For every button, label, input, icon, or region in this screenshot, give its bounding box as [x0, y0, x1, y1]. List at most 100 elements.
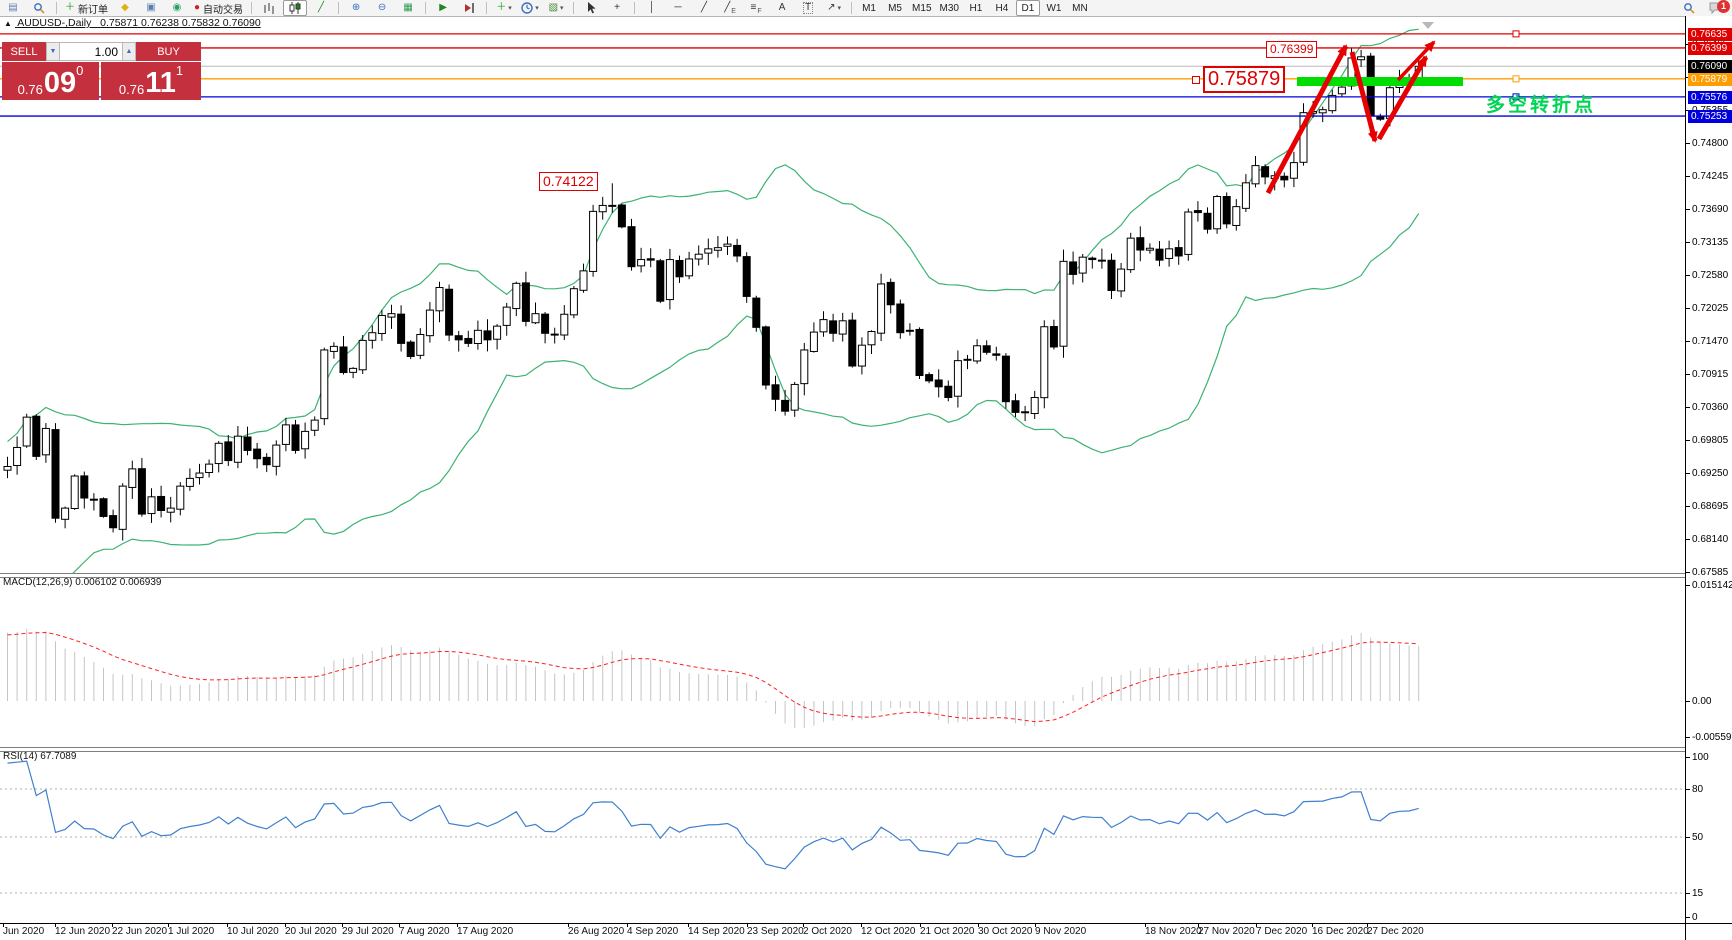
date-tick-mark: [978, 923, 979, 927]
hline-handle[interactable]: [1192, 76, 1200, 84]
date-axis-line: [0, 923, 1732, 924]
vertical-line-icon[interactable]: │: [648, 2, 656, 13]
date-tick-mark: [568, 923, 569, 927]
macd-pane[interactable]: [0, 576, 1685, 747]
profile-zoom-icon[interactable]: [27, 0, 51, 16]
price-tick-label: 0.72580: [1692, 270, 1729, 281]
fibonacci-icon[interactable]: ≡ F: [750, 2, 762, 16]
price-tick-label: 0.74245: [1692, 171, 1729, 182]
timeframe-w1[interactable]: W1: [1046, 2, 1062, 14]
hline-handle[interactable]: [1512, 30, 1520, 38]
price-line-badge: 0.75253: [1688, 110, 1732, 123]
chinese-note-text[interactable]: 多空转折点: [1486, 95, 1597, 116]
buy-price-display[interactable]: 0.76 11 1: [101, 62, 201, 100]
autotrading-button[interactable]: ● 自动交易: [194, 2, 244, 16]
rsi-tick-label: 0: [1692, 912, 1698, 923]
volume-input[interactable]: [60, 42, 122, 61]
chart-title: ▲ AUDUSD-,Daily 0.75871 0.76238 0.75832 …: [4, 17, 261, 29]
pane-splitter[interactable]: [0, 747, 1732, 752]
trendline-icon[interactable]: ╱: [701, 2, 708, 13]
new-order-button[interactable]: ＋新订单: [65, 2, 108, 16]
zoom-in-icon[interactable]: ⊕: [351, 2, 361, 13]
indicators-add-icon[interactable]: ＋ ▾: [496, 2, 512, 13]
price-tick-label: 0.70915: [1692, 369, 1729, 380]
timeframe-m15[interactable]: M15: [912, 2, 932, 14]
hline-handle[interactable]: [1512, 93, 1520, 101]
tile-windows-icon[interactable]: ▦: [403, 2, 413, 13]
rsi-pane[interactable]: [0, 750, 1685, 923]
volume-increase-button[interactable]: ▲: [122, 42, 136, 61]
timeframe-m30[interactable]: M30: [939, 2, 959, 14]
trend-arrow[interactable]: [1265, 44, 1349, 195]
community-notification-icon[interactable]: 1: [1703, 0, 1730, 16]
date-tick-label: 7 Aug 2020: [399, 926, 450, 937]
crosshair-icon[interactable]: +: [614, 2, 620, 13]
price-annotation-74122[interactable]: 0.74122: [539, 172, 598, 191]
trend-arrow[interactable]: [1349, 51, 1378, 143]
timeframe-m1[interactable]: M1: [862, 2, 876, 14]
hline-handle[interactable]: [1512, 75, 1520, 83]
axis-tick-mark: [1686, 572, 1690, 573]
timeframe-mn[interactable]: MN: [1072, 2, 1088, 14]
price-line-badge: 0.75576: [1688, 91, 1732, 104]
timeframe-h4[interactable]: H4: [995, 2, 1009, 14]
text-label-icon[interactable]: T: [802, 2, 814, 14]
volume-decrease-button[interactable]: ▼: [46, 42, 60, 61]
macd-tick-label: -0.005595: [1692, 732, 1732, 743]
timeframe-h1[interactable]: H1: [969, 2, 983, 14]
arrows-tool-icon[interactable]: ↗ ▾: [827, 2, 841, 13]
main-price-pane[interactable]: [0, 16, 1685, 573]
axis-tick-mark: [1686, 341, 1690, 342]
price-annotation-76399[interactable]: 0.76399: [1266, 41, 1318, 58]
chart-shift-icon[interactable]: [457, 0, 481, 16]
line-chart-icon[interactable]: ╱: [318, 2, 325, 13]
axis-tick-mark: [1686, 407, 1690, 408]
chart-window-icon[interactable]: ▤: [8, 2, 18, 13]
pane-splitter[interactable]: [0, 573, 1732, 578]
templates-icon[interactable]: ▧ ▾: [548, 2, 564, 13]
sell-price-sup: 0: [76, 63, 84, 78]
date-tick-mark: [803, 923, 804, 927]
terminal-icon[interactable]: ▣: [146, 2, 156, 13]
price-axis[interactable]: 0.764650.759100.753550.748000.742450.736…: [1685, 16, 1732, 940]
candlestick-chart-icon[interactable]: [283, 0, 308, 16]
symbol-period-label: AUDUSD-,Daily: [17, 17, 92, 29]
auto-scroll-icon[interactable]: ▶: [439, 2, 447, 13]
sell-price-small: 0.76: [17, 82, 43, 97]
trend-arrow[interactable]: [1376, 55, 1429, 141]
rsi-tick-label: 15: [1692, 888, 1704, 899]
periods-icon[interactable]: ▾: [518, 0, 542, 16]
timeframe-m5[interactable]: M5: [888, 2, 902, 14]
date-tick-mark: [1145, 923, 1146, 927]
sell-price-display[interactable]: 0.76 09 0: [2, 62, 99, 100]
sell-button[interactable]: SELL: [2, 42, 46, 61]
date-tick-mark: [1367, 923, 1368, 927]
timeframe-d1[interactable]: D1: [1015, 0, 1040, 16]
date-tick-label: 29 Jul 2020: [342, 926, 394, 937]
date-tick-label: 21 Oct 2020: [920, 926, 975, 937]
metaeditor-icon[interactable]: ◆: [121, 2, 129, 13]
text-icon[interactable]: A: [778, 2, 786, 13]
axis-tick-mark: [1686, 242, 1690, 243]
horizontal-line-icon[interactable]: ─: [674, 2, 682, 13]
zoom-out-icon[interactable]: ⊖: [377, 2, 387, 13]
buy-button[interactable]: BUY: [136, 42, 201, 61]
sell-price-big: 09: [43, 67, 77, 99]
price-annotation-75879[interactable]: 0.75879: [1203, 66, 1286, 93]
axis-tick-mark: [1686, 837, 1690, 838]
axis-tick-mark: [1686, 374, 1690, 375]
axis-tick-mark: [1686, 539, 1690, 540]
collapse-panel-icon[interactable]: ▲: [4, 19, 12, 28]
bollinger-lower-band: [72, 213, 1420, 573]
cursor-icon[interactable]: [579, 0, 603, 16]
bar-chart-icon[interactable]: [257, 0, 281, 16]
date-tick-label: 17 Aug 2020: [457, 926, 514, 937]
rsi-tick-label: 50: [1692, 832, 1704, 843]
signals-icon[interactable]: ◉: [172, 2, 182, 13]
chart-shift-marker[interactable]: [1422, 22, 1434, 29]
equidistant-channel-icon[interactable]: ╱ E: [724, 2, 736, 16]
trend-arrow[interactable]: [1396, 40, 1436, 82]
date-tick-mark: [1035, 923, 1036, 927]
search-icon[interactable]: [1677, 0, 1701, 16]
green-support-zone-bar[interactable]: [1297, 77, 1463, 86]
